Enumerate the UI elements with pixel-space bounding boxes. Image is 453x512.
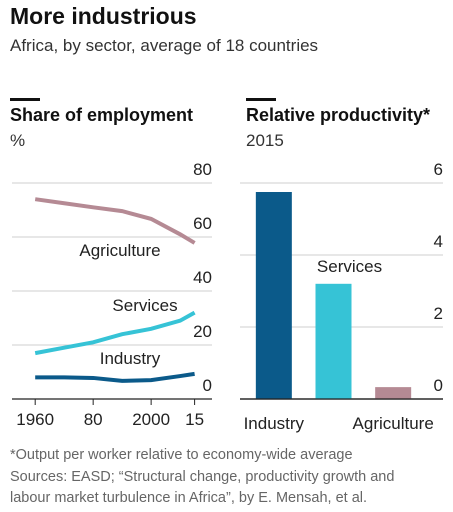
title-bar (10, 98, 40, 101)
x-tick-label: Agriculture (353, 414, 434, 433)
panel-subtitle: 2015 (246, 131, 284, 150)
panel-title: Relative productivity* (246, 105, 430, 125)
y-tick-label: 60 (193, 214, 212, 233)
bar (315, 283, 352, 399)
y-tick-label: 0 (434, 376, 443, 395)
x-tick-label: 80 (84, 410, 103, 429)
footnote: *Output per worker relative to economy-w… (10, 447, 353, 463)
line (34, 310, 196, 356)
source: labour market turbulence in Africa”, by … (10, 490, 367, 506)
title-bar (246, 98, 276, 101)
y-tick-label: 2 (434, 304, 443, 323)
panel-subtitle: % (10, 131, 25, 150)
line (35, 371, 195, 383)
x-tick-label: 2000 (132, 410, 170, 429)
y-tick-label: 4 (434, 232, 443, 251)
bar (255, 192, 292, 399)
y-tick-label: 80 (193, 160, 212, 179)
y-tick-label: 20 (193, 322, 212, 341)
series-label: Agriculture (79, 241, 160, 260)
chart-subtitle: Africa, by sector, average of 18 countri… (10, 36, 318, 55)
series-label: Industry (100, 349, 161, 368)
line (34, 197, 196, 245)
panel-title: Share of employment (10, 105, 193, 125)
x-tick-label: Services (317, 257, 382, 276)
bar (375, 387, 412, 399)
series-label: Services (112, 296, 177, 315)
chart-title: More industrious (10, 3, 197, 29)
y-tick-label: 6 (434, 160, 443, 179)
y-tick-label: 0 (203, 376, 212, 395)
x-tick-label: Industry (244, 414, 305, 433)
x-tick-label: 15 (185, 410, 204, 429)
x-tick-label: 1960 (16, 410, 54, 429)
y-tick-label: 40 (193, 268, 212, 287)
source: Sources: EASD; “Structural change, produ… (10, 469, 394, 485)
